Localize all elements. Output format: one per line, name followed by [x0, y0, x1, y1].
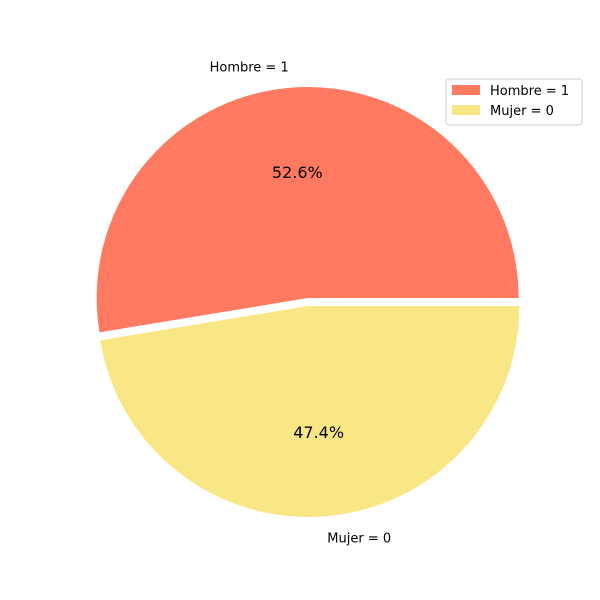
legend-swatch-mujer	[452, 105, 480, 115]
pie-slice-0	[96, 87, 519, 333]
legend-label-mujer: Mujer = 0	[490, 104, 554, 119]
legend-label-hombre: Hombre = 1	[490, 84, 569, 99]
pie-pct-label-1: 47.4%	[293, 423, 344, 442]
pie-category-label-1: Mujer = 0	[327, 531, 391, 546]
pie-slices	[96, 87, 520, 517]
pie-slice-1	[100, 305, 520, 517]
pie-pct-label-0: 52.6%	[272, 163, 323, 182]
pie-category-label-0: Hombre = 1	[210, 61, 289, 76]
pie-labels: 52.6% Hombre = 1 47.4% Mujer = 0	[210, 61, 392, 547]
legend: Hombre = 1 Mujer = 0	[445, 78, 583, 126]
legend-swatch-hombre	[452, 85, 480, 95]
